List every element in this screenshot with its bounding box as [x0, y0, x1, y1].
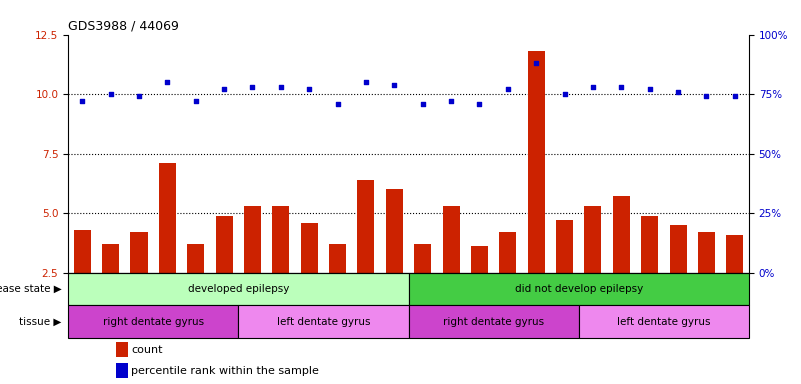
Point: [501, 86, 514, 93]
Point: [558, 91, 571, 97]
Point: [133, 93, 146, 99]
Point: [360, 79, 372, 85]
Text: left dentate gyrus: left dentate gyrus: [276, 316, 370, 327]
Bar: [556, 220, 573, 332]
Point: [643, 86, 656, 93]
Bar: [116, 363, 128, 378]
Point: [76, 98, 89, 104]
Bar: [244, 206, 261, 332]
Text: developed epilepsy: developed epilepsy: [187, 284, 289, 294]
Bar: [409, 305, 578, 338]
Point: [586, 84, 599, 90]
Point: [218, 86, 231, 93]
Bar: [74, 230, 91, 332]
Bar: [409, 273, 749, 305]
Text: right dentate gyrus: right dentate gyrus: [443, 316, 544, 327]
Bar: [103, 244, 119, 332]
Bar: [215, 215, 232, 332]
Bar: [131, 232, 147, 332]
Bar: [68, 273, 409, 305]
Bar: [528, 51, 545, 332]
Point: [445, 98, 457, 104]
Bar: [727, 235, 743, 332]
Point: [104, 91, 117, 97]
Bar: [499, 232, 517, 332]
Text: left dentate gyrus: left dentate gyrus: [617, 316, 710, 327]
Point: [189, 98, 202, 104]
Point: [700, 93, 713, 99]
Bar: [670, 225, 686, 332]
Bar: [116, 342, 128, 357]
Bar: [578, 305, 749, 338]
Bar: [442, 206, 460, 332]
Text: GDS3988 / 44069: GDS3988 / 44069: [68, 19, 179, 32]
Point: [529, 60, 542, 66]
Bar: [329, 244, 346, 332]
Text: count: count: [131, 345, 163, 355]
Point: [473, 101, 486, 107]
Text: tissue ▶: tissue ▶: [19, 316, 62, 327]
Bar: [357, 180, 374, 332]
Point: [275, 84, 288, 90]
Bar: [641, 215, 658, 332]
Point: [388, 81, 400, 88]
Point: [671, 89, 684, 95]
Text: right dentate gyrus: right dentate gyrus: [103, 316, 203, 327]
Bar: [272, 206, 289, 332]
Bar: [386, 189, 403, 332]
Point: [331, 101, 344, 107]
Bar: [239, 305, 409, 338]
Bar: [159, 163, 176, 332]
Bar: [300, 223, 318, 332]
Point: [615, 84, 628, 90]
Bar: [698, 232, 714, 332]
Point: [246, 84, 259, 90]
Point: [728, 93, 741, 99]
Text: percentile rank within the sample: percentile rank within the sample: [131, 366, 320, 376]
Point: [417, 101, 429, 107]
Bar: [585, 206, 602, 332]
Bar: [613, 197, 630, 332]
Bar: [471, 247, 488, 332]
Bar: [414, 244, 431, 332]
Bar: [187, 244, 204, 332]
Text: did not develop epilepsy: did not develop epilepsy: [514, 284, 643, 294]
Point: [303, 86, 316, 93]
Bar: [68, 305, 239, 338]
Point: [161, 79, 174, 85]
Text: disease state ▶: disease state ▶: [0, 284, 62, 294]
